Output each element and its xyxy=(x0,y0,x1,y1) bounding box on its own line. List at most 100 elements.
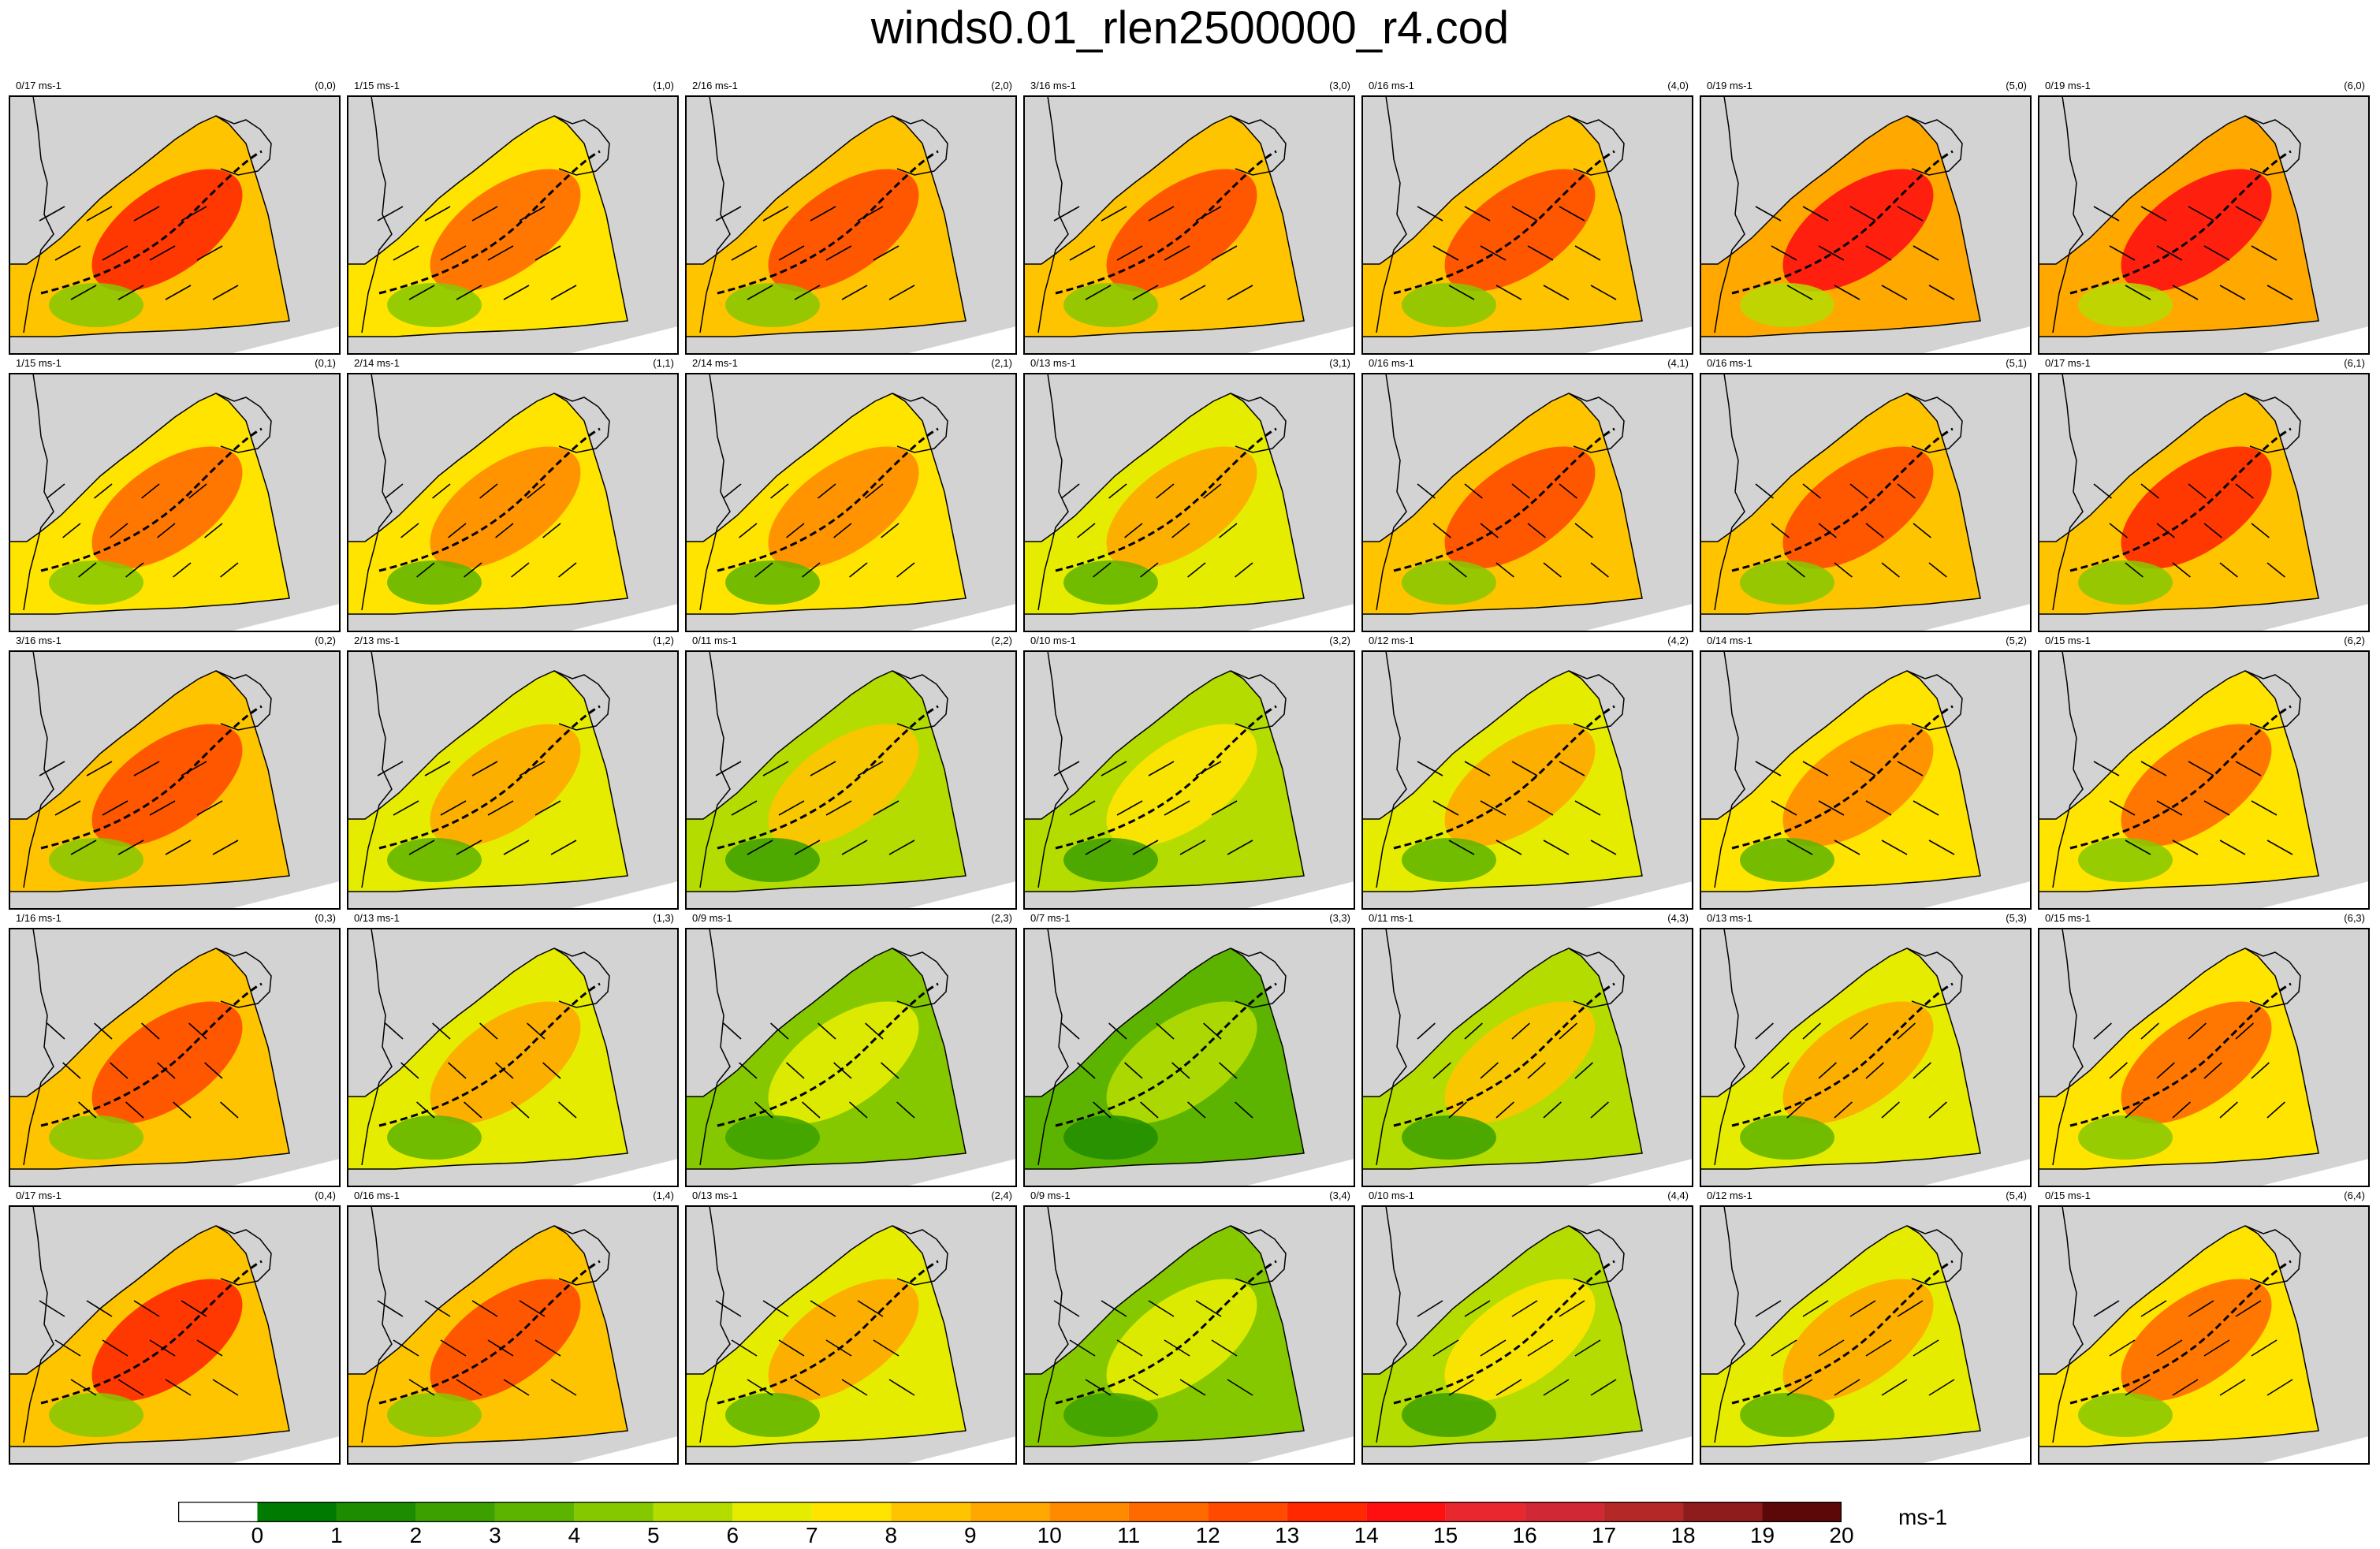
wind-arrow xyxy=(715,206,742,222)
wind-arrow xyxy=(1235,562,1253,578)
domain-border xyxy=(1361,115,1643,337)
wind-arrow xyxy=(62,523,81,538)
wind-arrow xyxy=(1417,1300,1443,1317)
wind-arrow xyxy=(1818,245,1845,261)
wind-min-region xyxy=(1740,1393,1834,1437)
wind-arrow xyxy=(896,1101,915,1119)
colorbar-tick-label: 13 xyxy=(1275,1523,1300,1547)
domain-border xyxy=(2038,670,2319,892)
coastline xyxy=(2052,95,2084,333)
domain-border xyxy=(1361,670,1643,892)
wind-arrow xyxy=(102,245,128,261)
panel-0-1: 1/15 ms-1 (0,1) xyxy=(5,358,344,635)
island-outline xyxy=(892,670,948,731)
domain-border xyxy=(685,670,967,892)
wind-arrow xyxy=(416,1101,435,1119)
dashed-contour xyxy=(1055,427,1277,572)
island-outline xyxy=(1568,115,1625,176)
panel-map xyxy=(347,928,679,1187)
wind-arrow xyxy=(1590,1379,1617,1396)
wind-arrow xyxy=(2251,523,2270,538)
wind-arrow xyxy=(1464,1022,1483,1040)
wind-min-region xyxy=(1063,1393,1158,1437)
wind-arrow xyxy=(487,800,514,816)
wind-arrow xyxy=(110,1062,128,1079)
colorbar-tick-label: 12 xyxy=(1195,1523,1220,1547)
wind-arrow xyxy=(1511,1300,1538,1317)
wind-arrow xyxy=(471,1300,498,1317)
panel-index-label: (5,0) xyxy=(2006,80,2027,91)
wind-arrow xyxy=(1755,761,1782,776)
wind-arrow xyxy=(487,1339,514,1357)
panel-2-4: 0/13 ms-1 (2,4) xyxy=(681,1190,1020,1468)
coastline xyxy=(699,928,731,1166)
wind-arrow xyxy=(857,1300,884,1317)
panel-index-label: (5,4) xyxy=(2006,1190,2027,1201)
panel-frame xyxy=(9,373,341,632)
panel-range-label: 0/7 ms-1 xyxy=(1030,912,1071,924)
wind-arrow xyxy=(70,285,97,300)
wind-arrow xyxy=(70,1379,97,1396)
wind-arrow xyxy=(1132,285,1159,300)
colorbar-tick-label: 15 xyxy=(1433,1523,1458,1547)
panel-frame xyxy=(685,373,1017,632)
wind-arrow xyxy=(1495,562,1514,578)
wind-arrow xyxy=(165,840,192,855)
panel-range-label: 0/19 ms-1 xyxy=(1707,80,1752,91)
wind-arrow xyxy=(2093,1300,2120,1317)
colorbar-segment xyxy=(257,1502,337,1522)
panel-range-label: 0/17 ms-1 xyxy=(16,1190,61,1201)
open-sea-wedge xyxy=(1244,881,1354,909)
wind-arrow xyxy=(1881,1379,1908,1396)
coastline xyxy=(1037,373,1069,611)
wind-arrow xyxy=(2251,1339,2278,1357)
wind-arrow xyxy=(1511,483,1530,499)
panel-index-label: (1,2) xyxy=(653,635,674,646)
dashed-contour xyxy=(2069,982,2292,1127)
wind-arrow xyxy=(1527,1339,1554,1357)
wind-arrow xyxy=(503,840,530,855)
wind-arrow xyxy=(393,800,419,816)
wind-arrow xyxy=(857,206,884,222)
wind-min-region xyxy=(1063,283,1158,327)
wind-arrow xyxy=(2125,1379,2151,1396)
panel-0-4: 0/17 ms-1 (0,4) xyxy=(5,1190,344,1468)
wind-arrow xyxy=(188,483,207,499)
wind-arrow xyxy=(393,245,419,261)
panel-map xyxy=(685,928,1017,1187)
wind-arrow xyxy=(1771,523,1790,538)
domain-border xyxy=(1700,670,1981,892)
wind-arrow xyxy=(1464,761,1491,776)
island-outline xyxy=(892,393,948,453)
coastline xyxy=(361,1205,393,1443)
wind-arrow xyxy=(1590,562,1609,578)
coastline xyxy=(23,95,54,333)
colorbar-tick-label: 5 xyxy=(647,1523,660,1547)
panel-index-label: (6,3) xyxy=(2344,912,2365,924)
panel-map xyxy=(1700,1205,2032,1465)
wind-arrow xyxy=(1834,1379,1860,1396)
wind-arrow xyxy=(1559,1300,1585,1317)
island-outline xyxy=(215,948,272,1008)
wind-arrow xyxy=(1227,840,1253,855)
wind-arrow xyxy=(149,245,176,261)
wind-arrow xyxy=(1818,1339,1845,1357)
wind-arrow xyxy=(440,800,467,816)
colorbar-segment xyxy=(336,1502,416,1522)
open-sea-wedge xyxy=(1582,604,1693,631)
wind-arrow xyxy=(2109,1339,2136,1357)
wind-min-region xyxy=(49,283,143,327)
wind-arrow xyxy=(39,206,65,222)
wind-arrow xyxy=(1559,1022,1577,1040)
colorbar xyxy=(178,1502,1842,1522)
panel-index-label: (1,1) xyxy=(653,357,674,369)
panel-index-label: (3,0) xyxy=(1329,80,1350,91)
open-sea-wedge xyxy=(2259,1159,2369,1186)
wind-arrow xyxy=(1480,245,1507,261)
wind-arrow xyxy=(408,840,435,855)
wind-arrow xyxy=(888,840,915,855)
dashed-contour xyxy=(1731,982,1954,1127)
wind-arrow xyxy=(1432,1062,1451,1079)
wind-arrow xyxy=(1818,523,1837,538)
wind-arrow xyxy=(1495,285,1522,300)
